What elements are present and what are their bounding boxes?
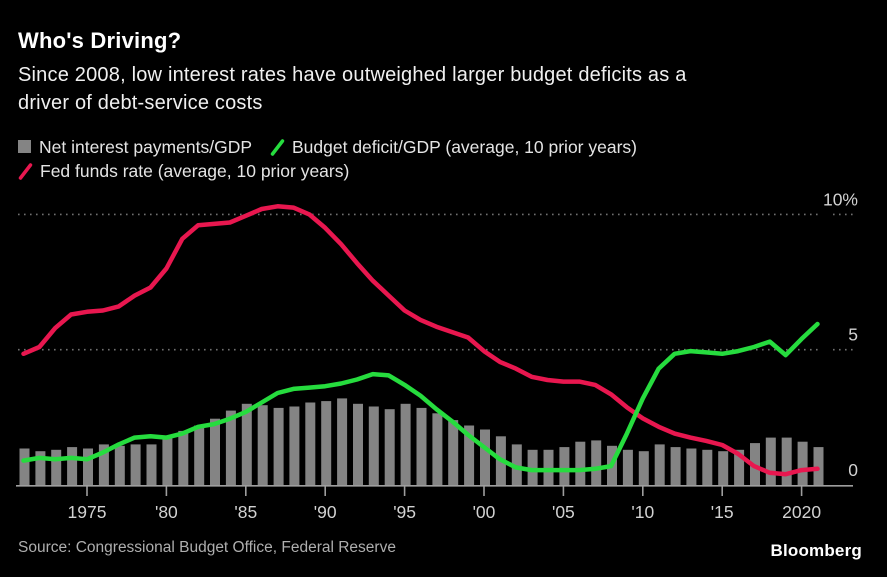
bar-1978 bbox=[130, 444, 141, 485]
bar-2011 bbox=[654, 444, 665, 485]
source-note: Source: Congressional Budget Office, Fed… bbox=[18, 539, 396, 556]
bar-2007 bbox=[591, 440, 602, 485]
chart-header: Who's Driving? Since 2008, low interest … bbox=[18, 28, 874, 117]
bar-2015 bbox=[718, 451, 729, 485]
bar-2009 bbox=[622, 449, 633, 485]
y-tick-label-2: 0 bbox=[848, 460, 858, 480]
bar-2019 bbox=[781, 437, 792, 485]
chart-subtitle: Since 2008, low interest rates have outw… bbox=[18, 61, 874, 117]
x-tick-label-8: '15 bbox=[711, 502, 734, 522]
legend-row-2: Fed funds rate (average, 10 prior years) bbox=[18, 159, 874, 183]
bar-2000 bbox=[480, 429, 490, 485]
bar-1988 bbox=[289, 406, 300, 485]
bar-1973 bbox=[51, 449, 62, 485]
bar-1982 bbox=[194, 425, 205, 485]
bar-1979 bbox=[146, 444, 157, 485]
bloomberg-logo: Bloomberg bbox=[770, 541, 862, 560]
chart-legend: Net interest payments/GDP Budget deficit… bbox=[18, 135, 874, 183]
bar-2006 bbox=[575, 441, 586, 485]
bar-2010 bbox=[638, 451, 649, 485]
bar-2018 bbox=[765, 437, 776, 485]
fed-funds-line bbox=[21, 204, 820, 477]
bar-1986 bbox=[257, 405, 268, 485]
bar-1981 bbox=[178, 430, 189, 485]
legend-label-fed-funds: Fed funds rate (average, 10 prior years) bbox=[40, 160, 350, 181]
legend-label-budget-deficit: Budget deficit/GDP (average, 10 prior ye… bbox=[292, 136, 637, 157]
y-tick-label-1: 5 bbox=[848, 325, 858, 345]
bar-1977 bbox=[114, 445, 125, 485]
bar-1976 bbox=[98, 444, 109, 485]
legend-row-1: Net interest payments/GDP Budget deficit… bbox=[18, 135, 874, 159]
chart-subtitle-line2: driver of debt-service costs bbox=[18, 92, 263, 114]
bar-2003 bbox=[527, 449, 538, 485]
bar-2020 bbox=[797, 441, 808, 485]
bar-2002 bbox=[511, 444, 522, 485]
bar-2005 bbox=[559, 447, 570, 485]
bar-1999 bbox=[464, 425, 475, 485]
x-tick-label-1: '80 bbox=[155, 502, 178, 522]
page-title: Who's Driving? bbox=[18, 28, 182, 53]
x-tick-label-7: '10 bbox=[631, 502, 654, 522]
bar-1983 bbox=[210, 418, 220, 485]
bar-2004 bbox=[543, 449, 554, 485]
x-tick-label-5: '00 bbox=[473, 502, 496, 522]
bar-1984 bbox=[225, 410, 236, 485]
x-tick-label-4: '95 bbox=[393, 502, 416, 522]
bar-1996 bbox=[416, 407, 427, 485]
budget-deficit-line bbox=[21, 321, 820, 473]
bar-2014 bbox=[702, 449, 713, 485]
x-tick-label-6: '05 bbox=[552, 502, 575, 522]
bar-1997 bbox=[432, 413, 443, 485]
x-tick-label-9: 2020 bbox=[782, 502, 821, 522]
bar-1980 bbox=[162, 436, 173, 485]
y-tick-label-0: 10% bbox=[823, 189, 858, 209]
gray-square-icon bbox=[18, 140, 31, 153]
x-tick-label-2: '85 bbox=[234, 502, 257, 522]
bar-1990 bbox=[321, 401, 332, 485]
legend-item-fed-funds: Fed funds rate (average, 10 prior years) bbox=[18, 161, 349, 182]
legend-label-net-interest: Net interest payments/GDP bbox=[39, 136, 252, 157]
bar-2016 bbox=[734, 449, 745, 485]
bar-1987 bbox=[273, 407, 284, 485]
legend-item-budget-deficit: Budget deficit/GDP (average, 10 prior ye… bbox=[270, 137, 637, 158]
bar-1974 bbox=[67, 447, 78, 485]
chart-subtitle-line1: Since 2008, low interest rates have outw… bbox=[18, 64, 687, 86]
x-tick-label-3: '90 bbox=[314, 502, 337, 522]
bar-1993 bbox=[368, 406, 379, 485]
bar-1998 bbox=[448, 420, 459, 485]
bar-2013 bbox=[686, 448, 697, 485]
red-slash-icon bbox=[18, 162, 33, 180]
bar-1975 bbox=[83, 448, 93, 485]
bar-1991 bbox=[337, 398, 348, 485]
bar-1971 bbox=[19, 448, 30, 485]
bar-2012 bbox=[670, 447, 681, 485]
legend-item-net-interest: Net interest payments/GDP bbox=[18, 137, 252, 158]
bar-1995 bbox=[400, 403, 411, 485]
bar-1972 bbox=[35, 451, 46, 485]
bar-2021 bbox=[813, 447, 824, 485]
x-tick-label-0: 1975 bbox=[68, 502, 107, 522]
bar-1992 bbox=[353, 403, 363, 485]
bar-1994 bbox=[384, 409, 395, 485]
bar-1989 bbox=[305, 402, 316, 485]
bar-1985 bbox=[241, 403, 252, 485]
green-slash-icon bbox=[270, 138, 285, 156]
